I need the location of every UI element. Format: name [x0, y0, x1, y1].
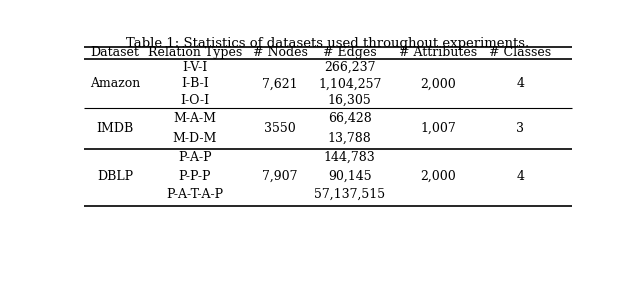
- Text: 4: 4: [516, 77, 524, 90]
- Text: # Nodes: # Nodes: [253, 46, 307, 59]
- Text: IMDB: IMDB: [96, 122, 134, 135]
- Text: 66,428: 66,428: [328, 112, 372, 125]
- Text: Table 1: Statistics of datasets used throughout experiments.: Table 1: Statistics of datasets used thr…: [126, 37, 530, 50]
- Text: 7,907: 7,907: [262, 170, 298, 183]
- Text: 13,788: 13,788: [328, 132, 372, 145]
- Text: # Edges: # Edges: [323, 46, 376, 59]
- Text: 16,305: 16,305: [328, 94, 372, 107]
- Text: 3550: 3550: [264, 122, 296, 135]
- Text: M-D-M: M-D-M: [173, 132, 217, 145]
- Text: 3: 3: [516, 122, 524, 135]
- Text: I-V-I: I-V-I: [182, 61, 207, 74]
- Text: 7,621: 7,621: [262, 77, 298, 90]
- Text: Amazon: Amazon: [90, 77, 140, 90]
- Text: 2,000: 2,000: [420, 170, 456, 183]
- Text: I-B-I: I-B-I: [181, 77, 209, 90]
- Text: # Classes: # Classes: [489, 46, 551, 59]
- Text: 1,007: 1,007: [420, 122, 456, 135]
- Text: 1,104,257: 1,104,257: [318, 77, 381, 90]
- Text: P-P-P: P-P-P: [179, 170, 211, 183]
- Text: M-A-M: M-A-M: [173, 112, 216, 125]
- Text: P-A-T-A-P: P-A-T-A-P: [166, 188, 223, 201]
- Text: DBLP: DBLP: [97, 170, 133, 183]
- Text: # Attributes: # Attributes: [399, 46, 477, 59]
- Text: Dataset: Dataset: [90, 46, 140, 59]
- Text: P-A-P: P-A-P: [178, 151, 211, 164]
- Text: 4: 4: [516, 170, 524, 183]
- Text: 2,000: 2,000: [420, 77, 456, 90]
- Text: 90,145: 90,145: [328, 170, 371, 183]
- Text: 144,783: 144,783: [324, 151, 376, 164]
- Text: Relation Types: Relation Types: [148, 46, 242, 59]
- Text: I-O-I: I-O-I: [180, 94, 209, 107]
- Text: 57,137,515: 57,137,515: [314, 188, 385, 201]
- Text: 266,237: 266,237: [324, 61, 376, 74]
